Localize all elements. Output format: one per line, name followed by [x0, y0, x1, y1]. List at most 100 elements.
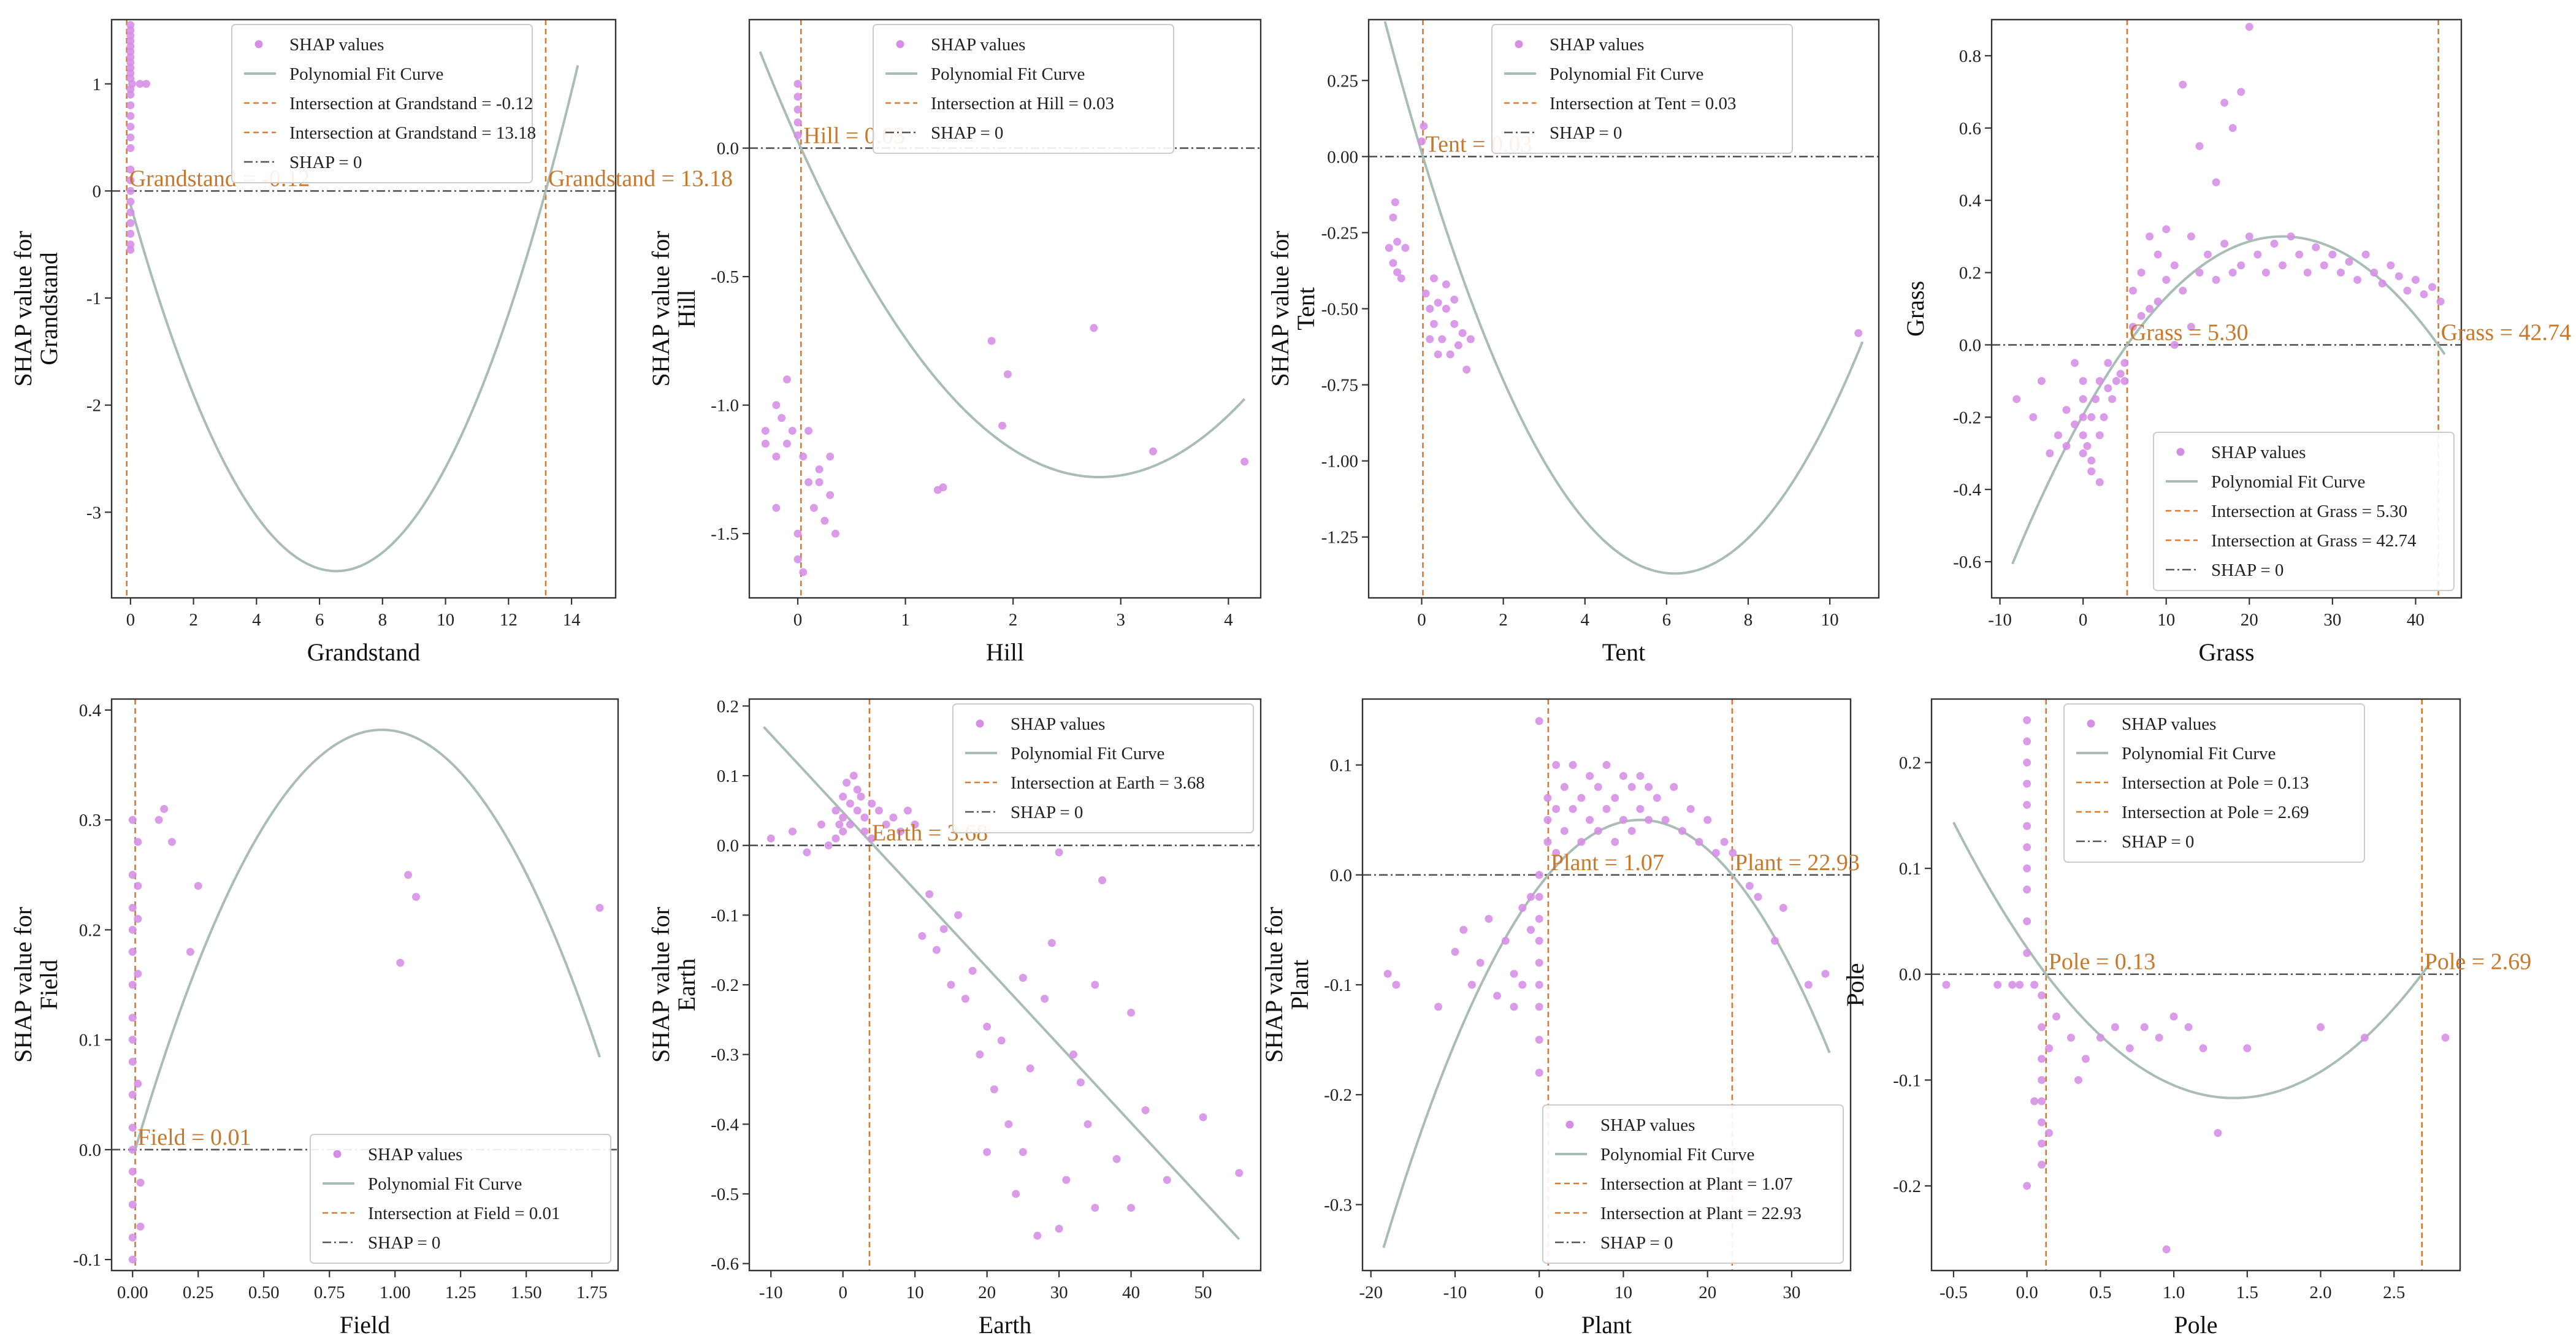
pole-point	[2030, 1097, 2039, 1106]
pole-point	[2038, 1097, 2046, 1106]
hill-point	[815, 465, 824, 473]
tent-fit-curve	[1383, 21, 1864, 575]
pole-point	[2038, 1118, 2046, 1126]
grass-point	[2054, 431, 2062, 440]
field-legend-fit: Polynomial Fit Curve	[368, 1174, 522, 1194]
tent-point	[1420, 122, 1428, 131]
grass-point	[2170, 340, 2179, 349]
earth-point	[925, 890, 934, 898]
plant-point	[1485, 914, 1493, 923]
hill-ylabel: SHAP value forHill	[647, 231, 700, 386]
pole-point	[2038, 1139, 2046, 1148]
plant-point	[1501, 936, 1510, 945]
hill-legend-marker	[896, 40, 904, 48]
grass-point	[2237, 88, 2245, 96]
plant-point	[1602, 761, 1611, 770]
grass-point	[2062, 406, 2071, 415]
pole-point	[2155, 1033, 2163, 1042]
grass-point	[2120, 359, 2129, 367]
earth-point	[831, 834, 840, 843]
plant-point	[1526, 925, 1535, 934]
earth-ytick-label: -0.4	[711, 1115, 739, 1134]
earth-point	[831, 806, 840, 815]
hill-legend-points: SHAP values	[931, 35, 1025, 55]
tent-point	[1454, 341, 1462, 350]
earth-point	[1062, 1176, 1071, 1184]
plant-legend-points: SHAP values	[1600, 1115, 1695, 1135]
grass-point	[2403, 286, 2412, 295]
pole-point	[1942, 981, 1951, 989]
plant-fit-curve	[1382, 819, 1831, 1248]
earth-xtick-label: 10	[906, 1283, 924, 1302]
grandstand-point	[126, 112, 135, 120]
plant-point	[1661, 816, 1670, 824]
earth-point	[1091, 1204, 1099, 1212]
hill-axes-frame	[748, 18, 1262, 599]
tent-ytick-label: -1.00	[1321, 452, 1358, 472]
tent-xtick-label: 8	[1744, 610, 1753, 630]
earth-point	[968, 966, 977, 975]
earth-point	[1235, 1169, 1244, 1177]
pole-point	[2243, 1044, 2252, 1053]
grass-ylabel: Grass	[1901, 281, 1929, 337]
plant-point	[1678, 827, 1687, 835]
plant-legend-zero: SHAP = 0	[1600, 1233, 1673, 1253]
hill-legend-zero: SHAP = 0	[931, 123, 1003, 143]
grass-point	[2261, 269, 2270, 277]
field-ytick-label: -0.1	[73, 1250, 101, 1270]
pole-point	[2023, 779, 2031, 788]
grandstand-legend-marker	[254, 40, 263, 48]
grandstand-point	[126, 90, 135, 99]
earth-legend-fit: Polynomial Fit Curve	[1011, 744, 1164, 763]
hill-point	[815, 478, 824, 486]
hill-point	[772, 401, 781, 410]
grass-xtick-label: 30	[2323, 610, 2341, 630]
earth-point	[1019, 1148, 1027, 1156]
tent-xtick-label: 0	[1417, 610, 1426, 630]
hill-point	[793, 131, 802, 140]
plant-point	[1586, 771, 1594, 780]
plant-point	[1720, 838, 1729, 846]
plant-ytick-label: 0.1	[1330, 756, 1352, 776]
plant-ytick-label: -0.2	[1324, 1085, 1352, 1105]
grass-ytick-label: 0.2	[1959, 264, 1981, 283]
chart-earth: -10 0 10 20 30 40 50 0.2 0.1 0.0 -0.1 -0.2 -0.3 -0.4 -…	[647, 697, 1262, 1338]
grandstand-fit-curve	[129, 65, 579, 573]
grass-point	[2253, 250, 2262, 259]
hill-ytick-label: 0.0	[717, 139, 739, 159]
plant-point	[1543, 816, 1552, 824]
tent-point	[1442, 305, 1450, 313]
plant-point	[1695, 838, 1703, 846]
grass-point	[2128, 323, 2137, 331]
grandstand-xtick-label: 6	[315, 610, 324, 630]
grandstand-xtick-label: 10	[437, 610, 454, 630]
plant-point	[1518, 904, 1527, 912]
grass-point	[2428, 283, 2437, 291]
pole-point	[2038, 1160, 2046, 1169]
grass-ytick-label: 0.4	[1959, 191, 1982, 211]
field-point	[128, 1123, 137, 1132]
earth-ytick-label: -0.6	[711, 1255, 739, 1274]
plant-point	[1645, 782, 1653, 791]
field-ytick-label: 0.2	[79, 920, 101, 940]
earth-point	[1033, 1231, 1042, 1240]
earth-xlabel: Earth	[979, 1311, 1032, 1338]
earth-xtick-label: -10	[759, 1283, 783, 1302]
plant-point	[1711, 849, 1720, 857]
earth-point	[853, 786, 862, 794]
grandstand-xtick-label: 4	[252, 610, 261, 630]
pole-point	[2023, 801, 2031, 809]
grandstand-xlabel: Grandstand	[307, 638, 420, 666]
grass-point	[2228, 124, 2237, 132]
field-ytick-label: 0.0	[79, 1141, 101, 1160]
earth-point	[839, 792, 847, 801]
field-xtick-label: 0.50	[248, 1283, 280, 1302]
pole-ytick-label: -0.1	[1893, 1071, 1921, 1090]
grass-point	[2095, 431, 2104, 440]
field-point	[411, 893, 420, 901]
field-xtick-label: 1.25	[445, 1283, 476, 1302]
grass-point	[2387, 261, 2395, 270]
field-point	[186, 947, 194, 956]
plant-xtick-label: 0	[1535, 1283, 1544, 1302]
